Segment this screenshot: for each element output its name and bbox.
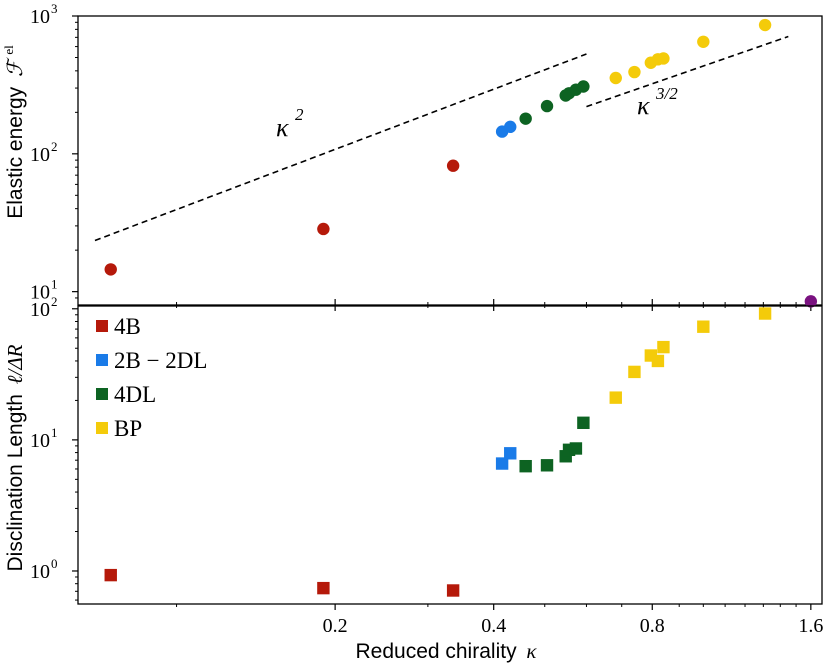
data-point-2b-2dl [495, 457, 509, 470]
kappa-three-halves-label: κ [637, 91, 650, 120]
top-y-axis-label-sup: el [1, 45, 16, 55]
data-point-bp [651, 354, 665, 368]
y-tick-label-base: 10 [30, 299, 50, 321]
y-tick-label-base: 10 [30, 561, 50, 583]
legend-label-4b: 4B [114, 314, 141, 339]
legend-label-4dl: 4DL [114, 382, 156, 407]
legend-marker-2b-2dl [96, 354, 108, 366]
x-tick-label: 1.6 [798, 615, 823, 637]
y-tick-label: 10 [30, 299, 50, 321]
top-y-axis-label-text: Elastic energy [4, 86, 27, 218]
reference-line-kappa-three-halves [586, 35, 789, 108]
data-point-bp [657, 52, 670, 65]
y-tick-label-exponent: 1 [51, 425, 58, 440]
y-tick-label: 10 [30, 282, 50, 304]
y-tick-label-base: 10 [30, 430, 50, 452]
legend-label-bp: BP [114, 416, 142, 441]
data-point-4b [104, 568, 117, 582]
bottom-plot-frame [77, 305, 823, 605]
top-y-axis-label: Elastic energy ℱ el [1, 45, 27, 219]
bottom-y-axis-label: Disclination Length ℓ/ΔR [3, 344, 27, 571]
data-point-2b-2dl [504, 120, 517, 134]
y-tick-label-base: 10 [30, 282, 50, 304]
data-point-4dl [569, 442, 583, 455]
data-point-4dl [577, 80, 590, 93]
reference-line-kappa-squared [94, 53, 587, 242]
x-tick-label: 0.4 [481, 615, 506, 637]
legend-marker-bp [96, 422, 108, 434]
kappa-three-halves-exponent: 3/2 [655, 84, 678, 103]
data-point-4dl [540, 99, 554, 113]
y-tick-label: 10 [30, 6, 50, 28]
bottom-y-axis-label-symbol: ℓ/ΔR [3, 344, 27, 384]
data-point-bp [657, 340, 670, 354]
data-point-other [804, 295, 818, 308]
data-point-bp [609, 71, 622, 85]
data-point-4dl [540, 459, 554, 472]
y-tick-label-exponent: 0 [51, 556, 58, 571]
data-point-4b [317, 581, 330, 595]
x-tick-label: 0.2 [323, 615, 348, 637]
y-tick-label: 10 [30, 430, 50, 452]
y-tick-label: 10 [30, 561, 50, 583]
x-tick-label: 0.8 [640, 615, 665, 637]
y-tick-label-base: 10 [30, 144, 50, 166]
data-point-2b-2dl [504, 447, 517, 460]
data-point-bp [697, 320, 710, 333]
data-point-bp [628, 365, 641, 379]
y-tick-label-exponent: 2 [51, 294, 58, 309]
data-point-4b [446, 584, 460, 597]
legend-marker-4b [96, 320, 108, 332]
data-point-bp [758, 307, 772, 320]
data-point-4b [446, 159, 460, 172]
data-point-bp [697, 35, 710, 48]
kappa-squared-label: κ [276, 113, 289, 142]
bottom-y-axis-label-text: Disclination Length [4, 394, 27, 571]
y-tick-label-base: 10 [30, 6, 50, 28]
y-tick-label: 10 [30, 144, 50, 166]
data-point-bp [628, 65, 641, 79]
y-tick-label-exponent: 2 [51, 139, 58, 154]
data-point-4dl [519, 459, 532, 473]
data-point-4dl [519, 112, 532, 125]
kappa-squared-exponent: 2 [295, 105, 304, 124]
x-axis-label: Reduced chirality κ [355, 639, 537, 663]
data-point-4b [317, 222, 330, 236]
data-point-4b [104, 263, 117, 276]
data-point-4dl [577, 416, 590, 429]
x-axis-label-text: Reduced chirality [355, 640, 517, 663]
data-point-bp [758, 18, 772, 32]
top-y-axis-label-symbol: ℱ [3, 57, 27, 77]
y-tick-label-exponent: 1 [51, 277, 58, 292]
legend-label-2b-2dl: 2B − 2DL [114, 348, 207, 373]
x-axis-label-symbol: κ [526, 639, 537, 663]
y-tick-label-exponent: 3 [51, 1, 58, 16]
legend-marker-4dl [96, 388, 108, 400]
legend: 4B 2B − 2DL 4DL BP [96, 314, 207, 441]
data-point-bp [609, 391, 622, 404]
